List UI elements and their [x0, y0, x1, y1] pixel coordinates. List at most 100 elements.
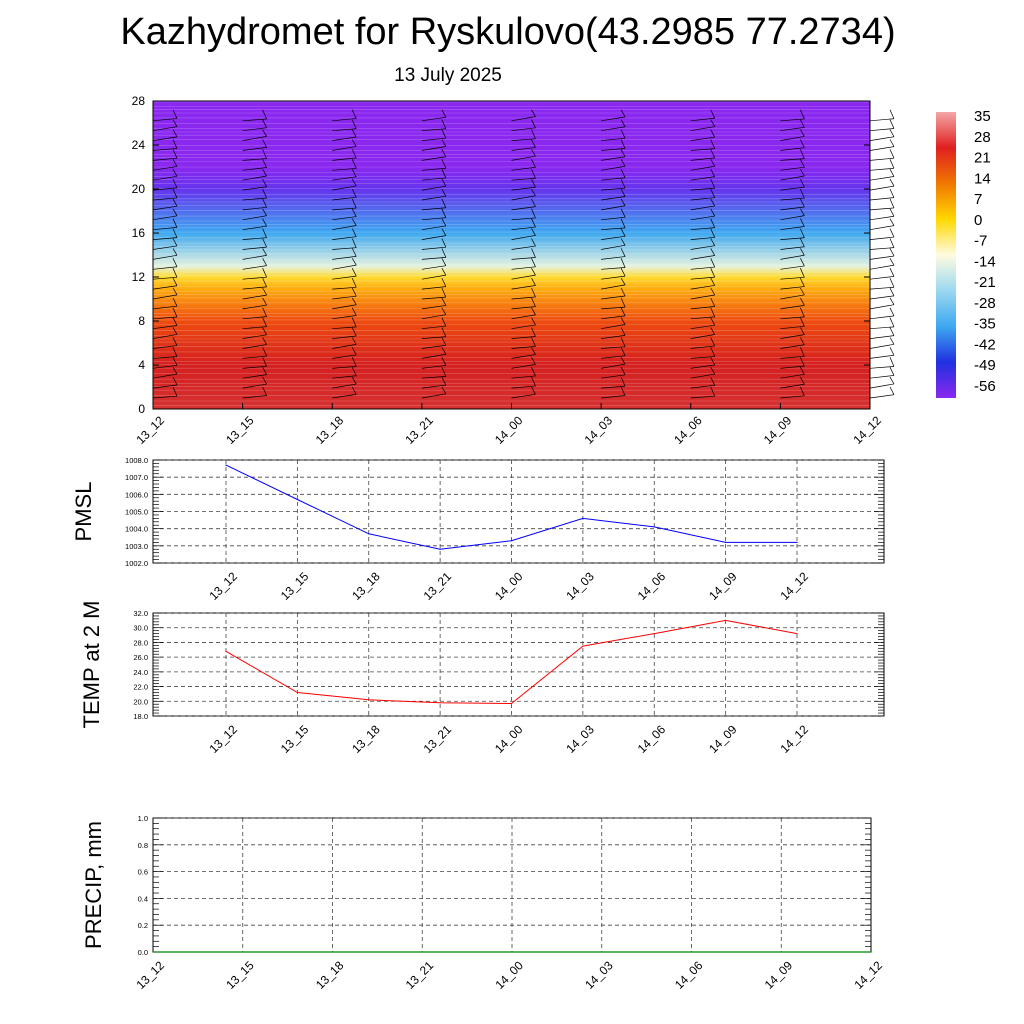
wind-barb: [152, 305, 178, 310]
wind-barb: [511, 364, 536, 369]
wind-barb-flag: [620, 208, 626, 218]
precip-x-tick-label: 13_15: [223, 958, 257, 992]
wind-barb-flag: [620, 347, 626, 356]
wind-barb-flag: [889, 109, 895, 119]
wind-barb: [780, 226, 805, 231]
heatmap-x-tick-label: 13_15: [223, 413, 257, 447]
wind-barb-column-14_00: [511, 109, 536, 399]
wind-barb-flag: [351, 287, 357, 297]
colorbar-label: 28: [974, 129, 991, 146]
wind-barb-flag: [172, 376, 178, 386]
pmsl-point: [368, 533, 370, 535]
wind-barb-flag: [889, 208, 895, 217]
wind-barb-flag: [800, 139, 805, 148]
wind-barb-flag: [172, 287, 178, 296]
wind-barb: [780, 118, 805, 122]
pmsl-y-tick-label: 1007.0: [125, 473, 148, 482]
wind-barb: [511, 354, 536, 359]
wind-barb: [869, 394, 895, 399]
wind-barb: [690, 157, 715, 161]
wind-barb-flag: [262, 178, 267, 187]
wind-barb: [332, 128, 357, 132]
wind-barb: [869, 236, 895, 240]
wind-barb: [511, 285, 536, 290]
wind-barb-flag: [710, 188, 716, 198]
wind-barb: [511, 206, 536, 211]
wind-barb-flag: [889, 307, 895, 317]
wind-barb-flag: [172, 129, 178, 138]
wind-barb-column-13_21: [421, 109, 447, 399]
wind-barb-flag: [710, 178, 716, 189]
wind-barb: [511, 195, 536, 201]
colorbar-label: -56: [974, 378, 996, 395]
wind-barb: [869, 264, 895, 270]
pmsl-point: [439, 548, 441, 550]
temp2m-x-tick-label: 14_12: [777, 722, 811, 756]
pmsl-point: [296, 498, 298, 501]
wind-barb-flag: [262, 129, 267, 137]
wind-barb-flag: [800, 119, 805, 128]
temp2m-point: [796, 633, 798, 635]
wind-barb: [242, 167, 267, 171]
wind-barb: [690, 117, 715, 122]
wind-barb: [152, 148, 178, 151]
wind-barb: [421, 344, 446, 349]
precip-y-tick-label: 0.2: [138, 921, 148, 930]
wind-barb-flag: [351, 268, 357, 277]
wind-barb: [601, 116, 626, 122]
wind-barb: [152, 226, 178, 231]
wind-barb: [421, 314, 446, 320]
wind-barb: [332, 275, 357, 280]
wind-barb: [421, 195, 446, 201]
precip-x-tick-label: 14_00: [492, 958, 526, 992]
wind-barb: [601, 355, 626, 359]
temp2m-x-tick-label: 14_03: [563, 722, 597, 756]
wind-barb-flag: [172, 277, 178, 286]
wind-barb-flag: [620, 129, 626, 139]
wind-barb-flag: [351, 327, 357, 337]
temp2m-y-tick-label: 24.0: [133, 668, 148, 677]
wind-barb-flag: [531, 139, 536, 148]
wind-barb-flag: [800, 238, 805, 247]
wind-barb-flag: [262, 139, 267, 148]
wind-barb: [242, 304, 267, 310]
wind-barb: [332, 157, 357, 161]
wind-barb-flag: [800, 357, 805, 367]
wind-barb: [511, 155, 536, 161]
wind-barb-flag: [441, 119, 447, 129]
wind-barb-flag: [889, 139, 895, 147]
wind-barb: [780, 206, 805, 211]
wind-barb-flag: [531, 159, 536, 168]
wind-barb: [511, 147, 536, 151]
wind-barb-flag: [620, 386, 626, 396]
wind-barb-flag: [441, 139, 447, 147]
wind-barb: [780, 355, 805, 359]
wind-barb: [869, 326, 895, 330]
wind-barb: [332, 286, 357, 290]
wind-barb-flag: [531, 357, 536, 365]
wind-barb: [421, 257, 446, 260]
colorbar-label: -28: [974, 295, 996, 312]
wind-barb-flag: [710, 367, 716, 375]
wind-barb-flag: [889, 218, 895, 226]
wind-barb: [780, 286, 805, 290]
wind-barb: [242, 197, 267, 201]
wind-barb-flag: [441, 149, 447, 157]
colorbar-label: -21: [974, 274, 996, 291]
wind-barb: [511, 274, 536, 280]
wind-barb-column-14_12: [869, 109, 895, 399]
wind-barb-flag: [531, 337, 536, 347]
heatmap-y-tick-label: 12: [132, 270, 146, 284]
precip-x-tick-label: 14_03: [582, 958, 616, 992]
wind-barb-flag: [800, 198, 805, 208]
pmsl-point: [796, 541, 798, 544]
wind-barb: [421, 146, 446, 151]
wind-barb-flag: [172, 357, 178, 366]
wind-barb-flag: [172, 268, 178, 278]
wind-barb: [152, 325, 178, 330]
wind-barb: [690, 384, 715, 389]
pmsl-x-tick-label: 14_00: [492, 569, 526, 603]
temp2m-y-tick-label: 20.0: [133, 697, 148, 706]
temp2m-point: [225, 650, 227, 652]
temp2m-point: [368, 699, 370, 701]
